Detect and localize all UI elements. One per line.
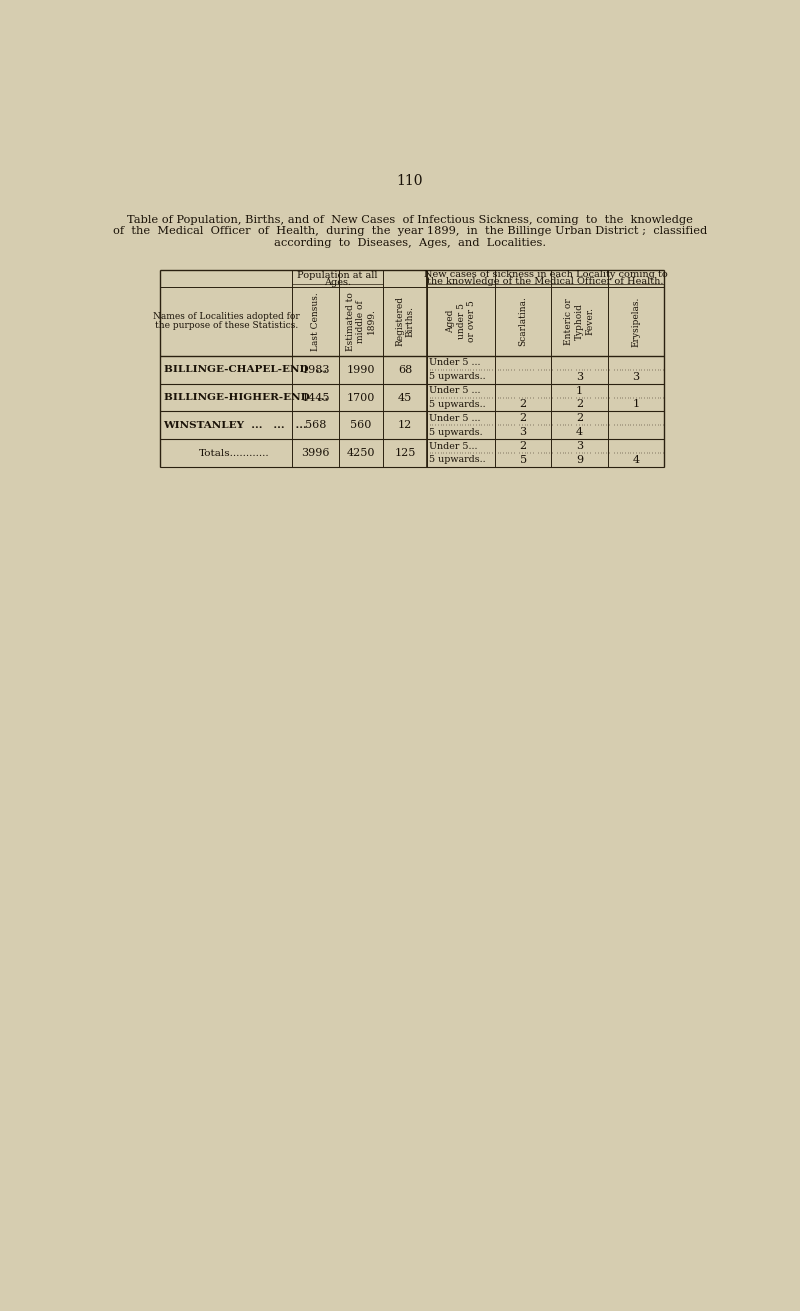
Text: 1700: 1700 [346,392,375,402]
Text: 5 upwards..: 5 upwards.. [430,455,486,464]
Text: 3: 3 [519,427,526,437]
Text: 12: 12 [398,421,412,430]
Text: Under 5 ...: Under 5 ... [430,414,481,423]
Text: WINSTANLEY  ...   ...   ...: WINSTANLEY ... ... ... [163,421,307,430]
Text: according  to  Diseases,  Ages,  and  Localities.: according to Diseases, Ages, and Localit… [274,237,546,248]
Text: 125: 125 [394,448,416,458]
Text: of  the  Medical  Officer  of  Health,  during  the  year 1899,  in  the Billing: of the Medical Officer of Health, during… [113,227,707,236]
Text: 1983: 1983 [302,364,330,375]
Text: Last Census.: Last Census. [311,292,320,351]
Text: 5: 5 [519,455,526,465]
Text: Registered
Births.: Registered Births. [395,296,414,346]
Text: 1: 1 [632,400,639,409]
Text: BILLINGE-CHAPEL-END  ...: BILLINGE-CHAPEL-END ... [163,366,326,375]
Text: 560: 560 [350,421,371,430]
Text: Table of Population, Births, and of  New Cases  of Infectious Sickness, coming  : Table of Population, Births, and of New … [127,215,693,224]
Text: 110: 110 [397,174,423,189]
Text: Aged
under 5
or over 5: Aged under 5 or over 5 [446,300,476,342]
Text: 3: 3 [632,372,639,382]
Text: 1445: 1445 [302,392,330,402]
Text: 1990: 1990 [346,364,375,375]
Text: 4: 4 [576,427,583,437]
Text: 2: 2 [519,440,526,451]
Text: 4: 4 [632,455,639,465]
Text: 68: 68 [398,364,412,375]
Text: 1: 1 [576,385,583,396]
Text: 2: 2 [576,400,583,409]
Text: Ages.: Ages. [324,278,351,287]
Text: 2: 2 [576,413,583,423]
Text: Scarlatina.: Scarlatina. [518,296,528,346]
Text: Names of Localities adopted for: Names of Localities adopted for [153,312,300,321]
Text: 2: 2 [519,400,526,409]
Text: the knowledge of the Medical Officer of Health.: the knowledge of the Medical Officer of … [427,278,664,286]
Text: 5 upwards.: 5 upwards. [430,427,483,437]
Text: 5 upwards..: 5 upwards.. [430,372,486,382]
Text: New cases of sickness in each Locality coming to: New cases of sickness in each Locality c… [424,270,667,279]
Text: 3: 3 [576,372,583,382]
Text: Totals............: Totals............ [198,448,270,458]
Text: 3996: 3996 [302,448,330,458]
Text: Erysipelas.: Erysipelas. [631,296,641,346]
Text: Population at all: Population at all [298,271,378,281]
Text: 2: 2 [519,413,526,423]
Text: 9: 9 [576,455,583,465]
Text: the purpose of these Statistics.: the purpose of these Statistics. [154,321,298,330]
Text: 45: 45 [398,392,412,402]
Text: Under 5...: Under 5... [430,442,478,451]
Text: 4250: 4250 [346,448,375,458]
Text: 3: 3 [576,440,583,451]
Text: 5 upwards..: 5 upwards.. [430,400,486,409]
Text: BILLINGE-HIGHER-END  ...: BILLINGE-HIGHER-END ... [163,393,328,402]
Text: Estimated to
middle of
1899.: Estimated to middle of 1899. [346,292,376,351]
Text: Under 5 ...: Under 5 ... [430,387,481,395]
Text: Under 5 ...: Under 5 ... [430,358,481,367]
Text: Enteric or
Typhoid
Fever.: Enteric or Typhoid Fever. [565,298,594,345]
Text: 568: 568 [305,421,326,430]
